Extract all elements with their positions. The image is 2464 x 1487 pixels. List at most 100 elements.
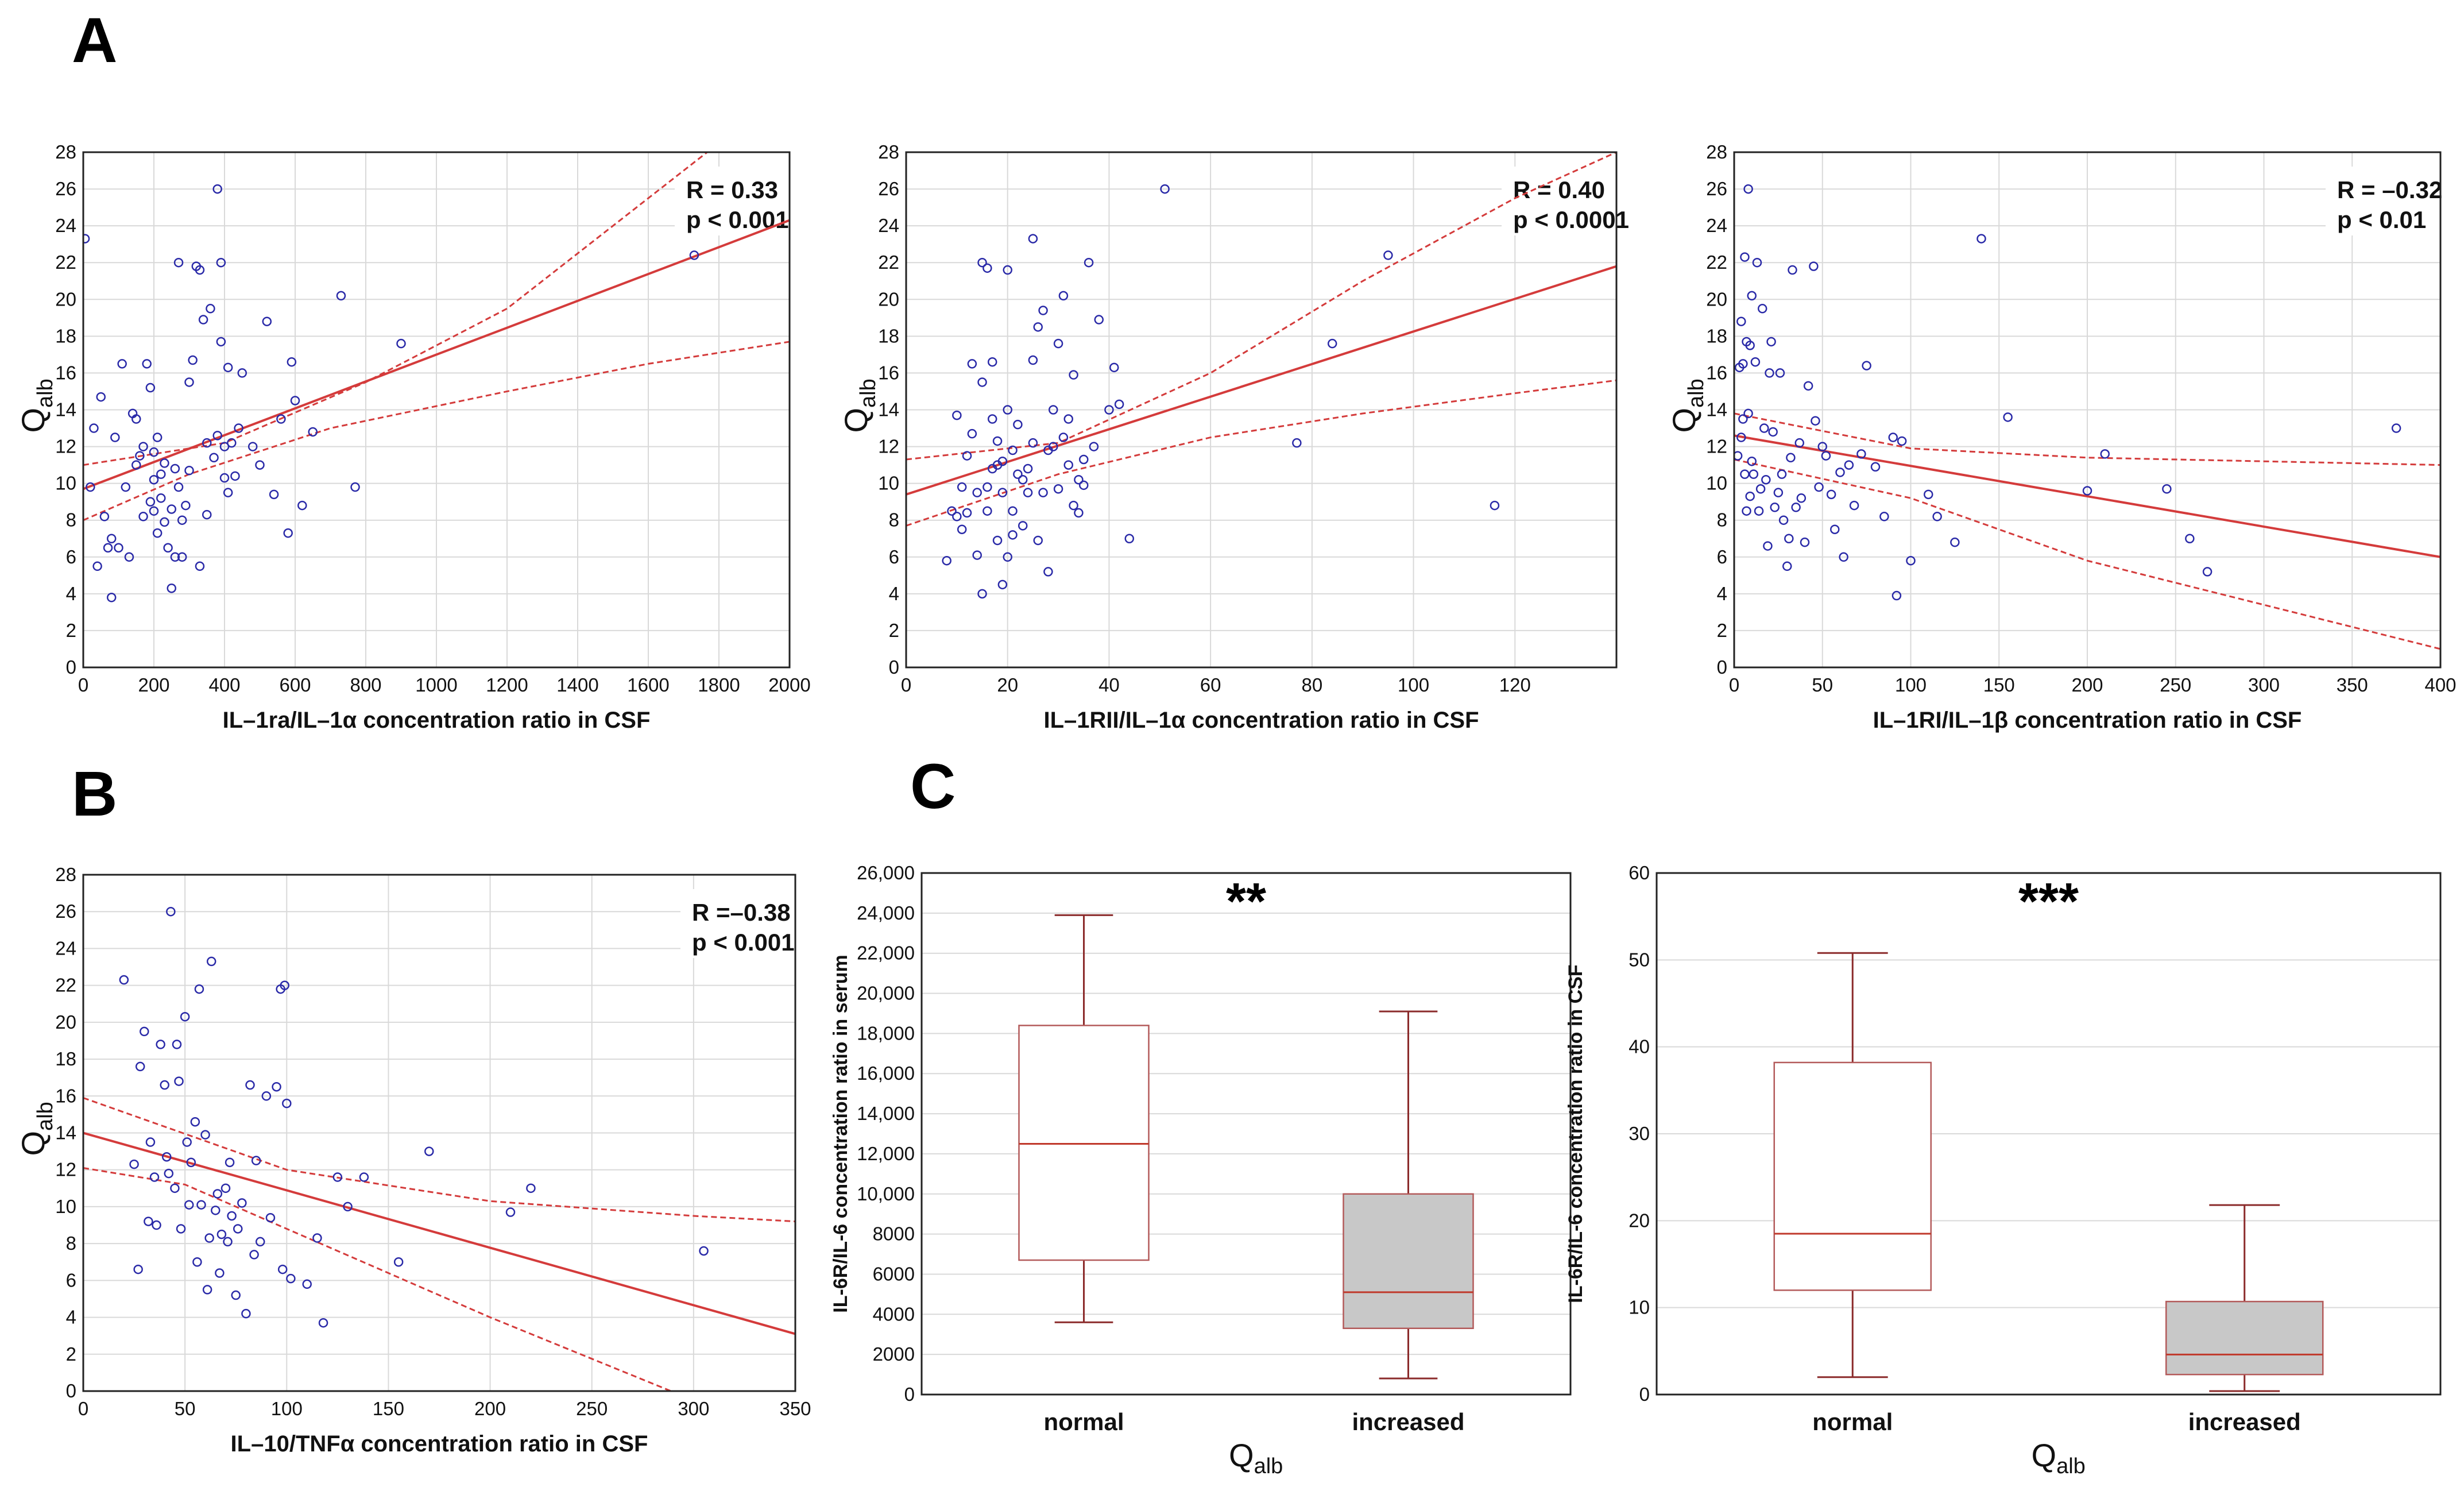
data-point: [202, 1285, 212, 1295]
y-tick-label: 60: [1629, 862, 1650, 883]
data-point: [230, 471, 240, 481]
plot-frame: [82, 874, 796, 1392]
data-point: [1761, 474, 1771, 485]
data-point: [396, 338, 406, 349]
data-point: [204, 1233, 214, 1243]
data-point: [1784, 534, 1794, 543]
data-point: [249, 1250, 259, 1260]
regression-line: [83, 219, 790, 490]
data-point: [221, 1183, 231, 1194]
data-point: [142, 359, 152, 369]
x-tick-label: 1000: [415, 674, 457, 696]
data-point: [290, 396, 300, 405]
data-point: [1849, 500, 1859, 511]
data-point: [173, 257, 184, 268]
data-point: [1043, 567, 1053, 577]
y-tick-label: 28: [55, 141, 76, 163]
category-label: normal: [1812, 1408, 1893, 1435]
data-point: [145, 1137, 156, 1147]
y-tick-label: 26: [55, 901, 76, 922]
data-point: [160, 517, 169, 527]
x-tick-label: 80: [1301, 674, 1322, 696]
data-point: [140, 1026, 149, 1037]
data-point: [1008, 530, 1018, 540]
data-point: [1743, 184, 1753, 194]
y-tick-label: 14: [1706, 399, 1727, 420]
y-tick-label: 4: [66, 583, 76, 604]
data-point: [172, 1040, 182, 1049]
data-point: [99, 512, 110, 522]
y-tick-label: 14,000: [857, 1103, 915, 1124]
x-tick-label: 1600: [627, 674, 669, 696]
correlation-r: R = –0.32: [2337, 176, 2442, 203]
x-tick-label: 350: [779, 1398, 811, 1419]
data-point: [962, 508, 972, 518]
data-point: [1778, 515, 1789, 525]
regression-line: [83, 1131, 795, 1335]
data-point: [1879, 512, 1889, 522]
annotation-background: [1502, 167, 1628, 235]
x-tick-label: 100: [1398, 674, 1429, 696]
annotation-background: [680, 889, 807, 958]
data-point: [977, 377, 987, 387]
data-point: [135, 451, 145, 461]
data-point: [280, 980, 289, 990]
data-point: [188, 355, 198, 365]
y-axis-label: Qalb: [838, 378, 880, 432]
data-point: [1028, 234, 1038, 244]
data-point: [699, 1246, 709, 1256]
data-point: [308, 427, 318, 437]
y-tick-label: 20: [1706, 288, 1727, 310]
data-point: [1791, 503, 1801, 512]
y-tick-label: 16: [1706, 362, 1727, 383]
x-tick-label: 400: [208, 674, 240, 696]
data-point: [952, 512, 962, 522]
data-point: [997, 580, 1008, 590]
x-tick-label: 300: [678, 1398, 709, 1419]
chart-3: 0 50 100 150 200 250 300 350 4000246810121416182…: [1666, 141, 2457, 733]
data-point: [216, 337, 226, 347]
data-point: [106, 593, 117, 602]
category-label: increased: [2188, 1408, 2301, 1435]
y-tick-label: 30: [1629, 1123, 1650, 1144]
data-point: [992, 436, 1003, 446]
data-point: [1768, 427, 1778, 437]
data-point: [1063, 460, 1073, 470]
data-point: [196, 1200, 206, 1210]
y-tick-label: 2000: [873, 1343, 915, 1365]
iqr-box: [1773, 1061, 1932, 1291]
data-point: [1038, 488, 1048, 497]
data-point: [1906, 555, 1916, 566]
box-normal: [1773, 952, 1932, 1378]
data-point: [86, 482, 95, 492]
data-point: [424, 1146, 434, 1156]
y-tick-label: 8: [889, 509, 899, 531]
data-point: [287, 357, 297, 367]
data-point: [962, 451, 972, 461]
data-point: [177, 515, 187, 525]
data-point: [1754, 506, 1764, 516]
data-point: [1763, 541, 1773, 551]
data-point: [2100, 449, 2110, 459]
data-point: [1888, 432, 1898, 442]
data-point: [1745, 491, 1755, 501]
data-point: [1089, 442, 1099, 451]
x-tick-label: 50: [1812, 674, 1833, 696]
y-tick-label: 16: [55, 1085, 76, 1106]
data-point: [1028, 438, 1038, 448]
data-point: [149, 506, 159, 516]
data-point: [297, 500, 307, 511]
box-increased: [2165, 1204, 2324, 1392]
x-tick-label: 2000: [768, 674, 810, 696]
data-point: [1803, 381, 1813, 391]
significance-marker: ***: [2018, 873, 2079, 930]
data-point: [166, 906, 176, 917]
y-tick-label: 22: [55, 252, 76, 273]
y-tick-label: 20: [1629, 1210, 1650, 1231]
plot-content: [83, 152, 790, 602]
y-tick-label: 4: [66, 1307, 76, 1328]
data-point: [1109, 362, 1119, 373]
x-tick-label: 0: [78, 674, 88, 696]
y-tick-label: 14: [55, 1122, 76, 1144]
